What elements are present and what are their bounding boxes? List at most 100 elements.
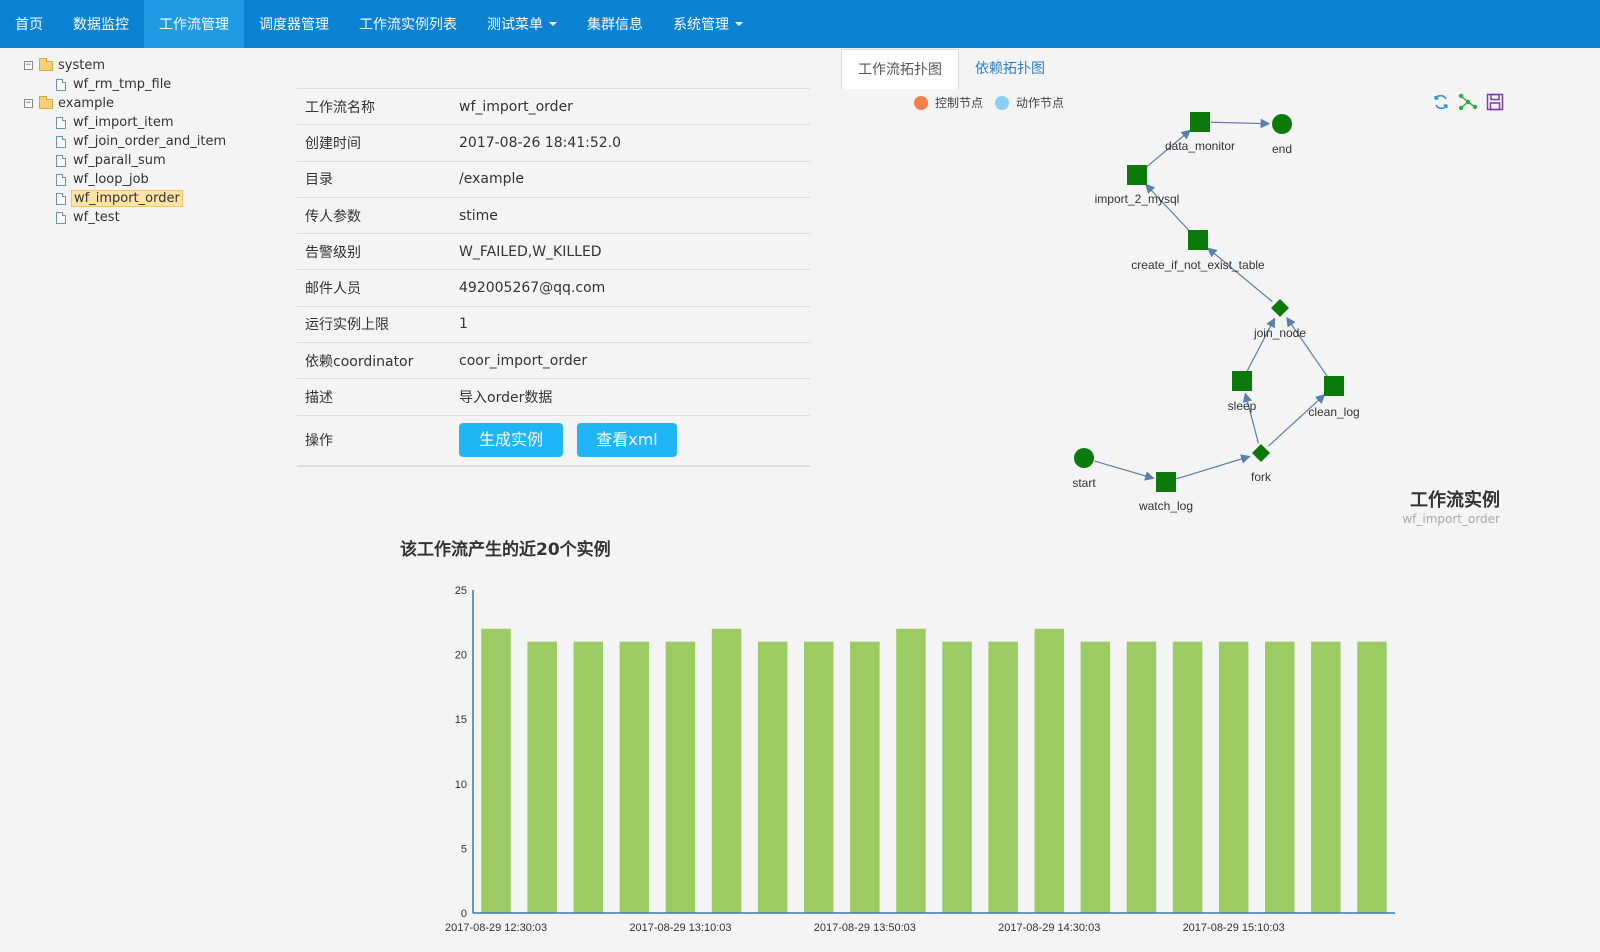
info-value: /example <box>459 171 524 188</box>
bar-1[interactable] <box>527 641 557 913</box>
chart-title: 该工作流产生的近20个实例 <box>400 540 611 560</box>
bar-12[interactable] <box>1034 628 1065 913</box>
tree-folder-example[interactable]: − example <box>24 94 284 113</box>
y-tick-label: 25 <box>455 585 467 597</box>
bar-18[interactable] <box>1311 641 1341 913</box>
bar-9[interactable] <box>896 628 926 913</box>
tree-item[interactable]: wf_parall_sum <box>24 151 284 170</box>
legend-label: 控制节点 <box>935 96 984 110</box>
tree-item[interactable]: wf_test <box>24 208 284 227</box>
node-sleep[interactable] <box>1232 371 1252 391</box>
nav-item-5[interactable]: 测试菜单 <box>472 0 572 48</box>
tab-0[interactable]: 工作流拓扑图 <box>841 49 959 89</box>
tree-item-label[interactable]: wf_join_order_and_item <box>73 134 227 149</box>
tree-folder-system[interactable]: − system <box>24 56 284 75</box>
bar-15[interactable] <box>1172 641 1203 913</box>
node-fork[interactable] <box>1252 444 1270 462</box>
node-clean_log[interactable] <box>1324 376 1344 396</box>
info-value: wf_import_order <box>459 98 573 115</box>
node-create_if_not_exist_table[interactable] <box>1188 230 1208 250</box>
bar-2[interactable] <box>573 641 604 913</box>
info-label: 描述 <box>305 390 333 407</box>
bar-0[interactable] <box>481 628 511 913</box>
bar-14[interactable] <box>1126 641 1157 913</box>
x-tick-label: 2017-08-29 13:10:03 <box>629 922 731 934</box>
nav-item-0[interactable]: 首页 <box>0 0 58 48</box>
tree-item[interactable]: wf_rm_tmp_file <box>24 75 284 94</box>
bar-10[interactable] <box>942 641 972 913</box>
bar-4[interactable] <box>665 641 696 913</box>
bar-7[interactable] <box>803 641 834 913</box>
instances-bar-chart: 0 5 10 15 20 25 2017-08-29 12:30:03 2017-08-29 … <box>445 585 1395 934</box>
info-row: 邮件人员 492005267@qq.com <box>297 270 810 307</box>
bar-8[interactable] <box>850 641 880 913</box>
collapse-icon[interactable]: − <box>24 98 33 108</box>
tree-item-label[interactable]: wf_import_order <box>71 190 183 207</box>
view-xml-button[interactable]: 查看xml <box>577 423 677 458</box>
tree-item-label[interactable]: wf_import_item <box>73 115 174 130</box>
edge-clean_log-join_node <box>1286 316 1329 378</box>
node-label: fork <box>1251 470 1272 484</box>
info-label: 目录 <box>305 172 333 189</box>
nav-item-2[interactable]: 工作流管理 <box>144 0 244 48</box>
bar-5[interactable] <box>711 628 742 913</box>
nav-item-label: 工作流实例列表 <box>359 17 457 33</box>
info-label: 传人参数 <box>305 208 361 225</box>
x-tick-label: 2017-08-29 15:10:03 <box>1183 922 1285 934</box>
save-icon[interactable] <box>1486 93 1504 111</box>
tree-item[interactable]: wf_import_order <box>24 189 284 208</box>
nav-item-label: 工作流管理 <box>159 17 229 33</box>
instances-panel-subtitle: wf_import_order <box>1402 512 1500 526</box>
tree-item-label[interactable]: wf_test <box>73 210 120 225</box>
nav-item-label: 系统管理 <box>673 17 729 33</box>
tree-item-label[interactable]: wf_loop_job <box>73 172 149 187</box>
bar-11[interactable] <box>988 641 1018 913</box>
workflow-tree: − system wf_rm_tmp_file − example wf_import_i… <box>24 56 284 227</box>
node-label: watch_log <box>1138 499 1193 513</box>
tree-item-label[interactable]: wf_rm_tmp_file <box>73 77 172 92</box>
edge-watch_log-fork <box>1176 454 1251 480</box>
nav-item-label: 调度器管理 <box>259 17 329 33</box>
node-join_node[interactable] <box>1271 299 1289 317</box>
bar-13[interactable] <box>1080 641 1111 913</box>
node-label: join_node <box>1253 326 1306 340</box>
node-import_2_mysql[interactable] <box>1127 165 1147 185</box>
refresh-icon[interactable] <box>1432 93 1450 111</box>
tree-item-label[interactable]: wf_parall_sum <box>73 153 166 168</box>
file-icon <box>56 192 66 205</box>
info-row: 运行实例上限 1 <box>297 307 810 344</box>
nav-item-1[interactable]: 数据监控 <box>58 0 144 48</box>
x-tick-label: 2017-08-29 12:30:03 <box>445 922 547 934</box>
edge-create_if_not_exist_table-import_2_mysql <box>1145 183 1191 233</box>
bar-6[interactable] <box>757 641 788 913</box>
node-watch_log[interactable] <box>1156 472 1176 492</box>
info-label: 运行实例上限 <box>305 317 389 334</box>
tree-item[interactable]: wf_import_item <box>24 113 284 132</box>
tree-item[interactable]: wf_loop_job <box>24 170 284 189</box>
info-row-ops: 操作 生成实例 查看xml <box>297 416 810 467</box>
x-tick-label: 2017-08-29 13:50:03 <box>814 922 916 934</box>
nav-item-3[interactable]: 调度器管理 <box>244 0 344 48</box>
tab-1[interactable]: 依赖拓扑图 <box>975 61 1045 77</box>
tree-folder-label[interactable]: example <box>58 96 114 111</box>
nav-item-7[interactable]: 系统管理 <box>658 0 758 48</box>
bar-19[interactable] <box>1357 641 1387 913</box>
bar-17[interactable] <box>1264 641 1295 913</box>
node-data_monitor[interactable] <box>1190 112 1210 132</box>
bar-16[interactable] <box>1218 641 1249 913</box>
graph-layout-icon[interactable] <box>1458 93 1478 111</box>
tree-item[interactable]: wf_join_order_and_item <box>24 132 284 151</box>
bar-3[interactable] <box>619 641 650 913</box>
tree-folder-label[interactable]: system <box>58 58 105 73</box>
info-row: 传人参数 stime <box>297 198 810 235</box>
info-row: 描述 导入order数据 <box>297 379 810 416</box>
node-end[interactable] <box>1272 114 1292 134</box>
node-label: data_monitor <box>1165 139 1235 153</box>
info-value: 2017-08-26 18:41:52.0 <box>459 134 622 151</box>
node-start[interactable] <box>1074 448 1094 468</box>
node-label: end <box>1272 142 1292 156</box>
nav-item-4[interactable]: 工作流实例列表 <box>344 0 472 48</box>
nav-item-6[interactable]: 集群信息 <box>572 0 658 48</box>
collapse-icon[interactable]: − <box>24 60 33 70</box>
generate-instance-button[interactable]: 生成实例 <box>459 423 563 458</box>
